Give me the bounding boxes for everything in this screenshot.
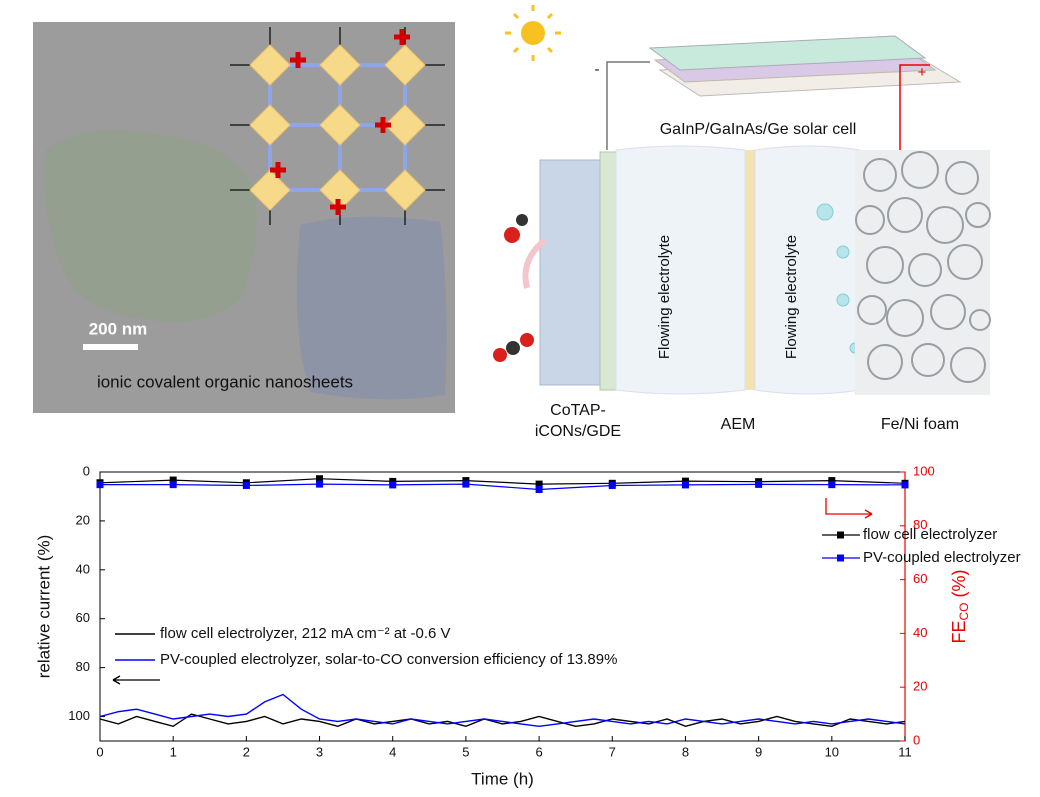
data-point — [169, 476, 177, 484]
data-point — [828, 477, 836, 485]
y-tick-label: 60 — [76, 610, 90, 625]
anode-label: Fe/Ni foam — [881, 416, 959, 433]
data-point — [828, 481, 836, 489]
x-tick-label: 3 — [316, 744, 323, 759]
y-axis-label: relative current (%) — [34, 535, 53, 679]
y2-tick-label: 40 — [913, 625, 927, 640]
x-tick-label: 0 — [96, 744, 103, 759]
y2-label-part: FE — [949, 620, 969, 643]
data-point — [242, 481, 250, 489]
x-tick-label: 2 — [243, 744, 250, 759]
y2-label-part: CO — [957, 602, 971, 620]
axis-arrow — [825, 498, 873, 519]
legend-marker — [837, 554, 844, 562]
plot-frame — [99, 471, 906, 742]
y2-tick-label: 20 — [913, 679, 927, 694]
cathode-label: iCONs/GDE — [535, 423, 621, 440]
positive-terminal: + — [918, 64, 927, 81]
negative-terminal: - — [595, 61, 600, 78]
legend-label: PV-coupled electrolyzer, solar-to-CO con… — [160, 651, 617, 668]
y2-tick-label: 80 — [913, 517, 927, 532]
data-point — [608, 481, 616, 489]
legend-marker — [837, 531, 844, 539]
tem-image — [33, 22, 455, 413]
legend-label: PV-coupled electrolyzer — [863, 549, 1021, 566]
membrane-label: AEM — [721, 416, 756, 433]
y2-tick-label: 0 — [913, 732, 920, 747]
data-point — [535, 485, 543, 493]
x-tick-label: 11 — [898, 744, 912, 759]
x-axis-label: Time (h) — [471, 769, 534, 788]
y2-tick-label: 60 — [913, 571, 927, 586]
series-line — [100, 483, 906, 491]
chamber-label: Flowing electrolyte — [783, 235, 800, 359]
series-line — [99, 478, 906, 485]
y2-axis-label: FECO (%) — [949, 569, 971, 643]
x-tick-label: 7 — [609, 744, 616, 759]
x-tick-label: 9 — [755, 744, 762, 759]
device-illustration — [493, 5, 991, 395]
y2-label-part: (%) — [949, 569, 969, 602]
data-point — [901, 481, 909, 489]
x-tick-label: 5 — [462, 744, 469, 759]
scale-bar-label: 200 nm — [89, 319, 148, 338]
image-caption: ionic covalent organic nanosheets — [97, 372, 353, 391]
x-tick-label: 6 — [535, 744, 542, 759]
data-point — [169, 481, 177, 489]
y-tick-label: 20 — [76, 512, 90, 527]
data-point — [681, 477, 689, 485]
y-tick-label: 100 — [68, 708, 90, 723]
data-point — [316, 475, 324, 483]
legend-label: flow cell electrolyzer, 212 mA cm⁻² at -… — [160, 625, 451, 642]
data-point — [316, 480, 324, 488]
data-point — [755, 480, 763, 488]
series-line — [99, 693, 906, 728]
axis-arrow — [112, 675, 160, 685]
y-tick-label: 80 — [76, 659, 90, 674]
x-tick-label: 4 — [389, 744, 396, 759]
data-point — [389, 481, 397, 489]
series-line — [99, 713, 906, 728]
x-tick-label: 1 — [170, 744, 177, 759]
data-point — [681, 481, 689, 489]
y-tick-label: 0 — [83, 463, 90, 478]
solar-cell-label: GaInP/GaInAs/Ge solar cell — [660, 121, 857, 138]
x-tick-label: 8 — [682, 744, 689, 759]
data-point — [535, 480, 543, 488]
legend-label: flow cell electrolyzer — [863, 526, 997, 543]
y2-tick-label: 100 — [913, 463, 935, 478]
y-tick-label: 40 — [76, 561, 90, 576]
data-point — [96, 481, 104, 489]
chamber-label: Flowing electrolyte — [656, 235, 673, 359]
x-tick-label: 10 — [825, 744, 839, 759]
data-point — [462, 480, 470, 488]
cathode-label: CoTAP- — [550, 402, 606, 419]
